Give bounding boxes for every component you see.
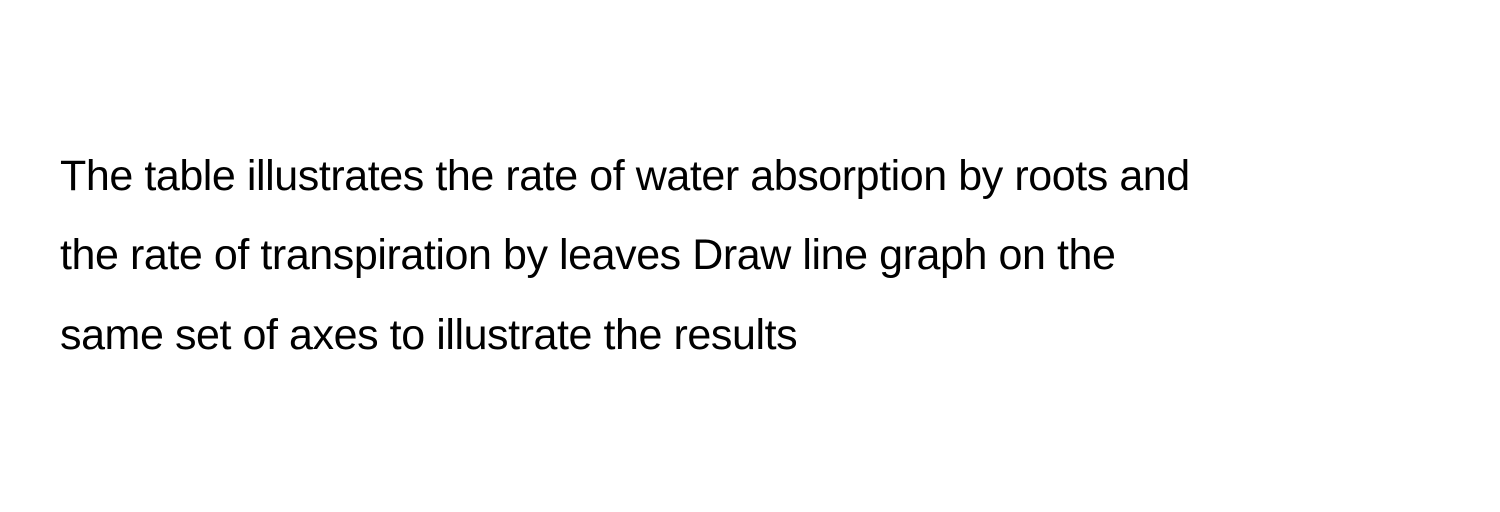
question-paragraph: The table illustrates the rate of water … (60, 137, 1200, 376)
